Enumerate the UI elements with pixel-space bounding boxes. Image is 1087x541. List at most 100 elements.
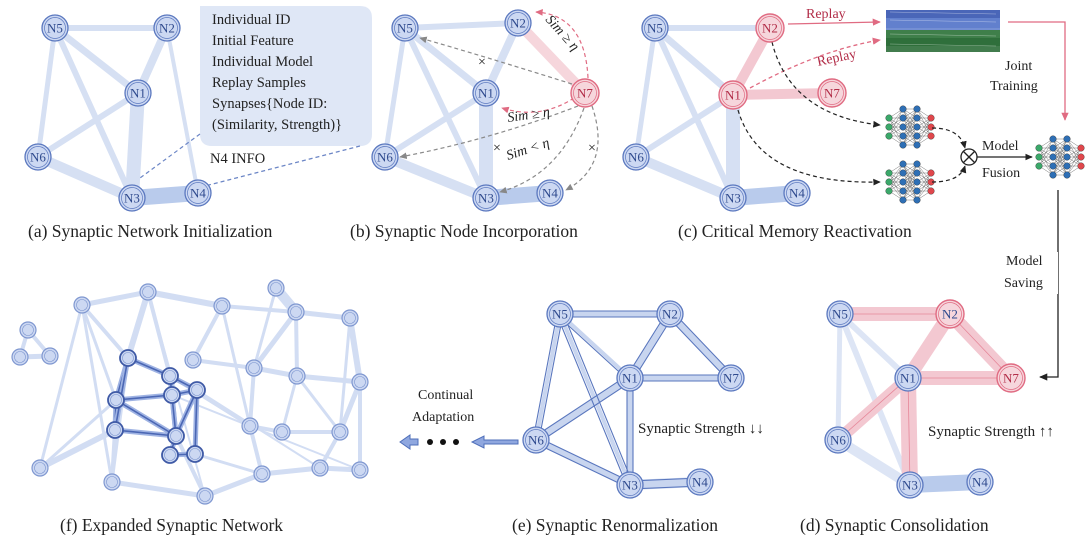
- node-a-n3: N3: [118, 184, 146, 212]
- cross-mark-1: ×: [478, 55, 486, 70]
- joint-training-1: Joint: [1005, 59, 1032, 74]
- node-b-n4: N4: [536, 179, 564, 207]
- panel-f-node: [241, 417, 259, 435]
- node-d-n1: N1: [894, 364, 922, 392]
- panel-f-node: [331, 423, 349, 441]
- node-b-n7: N7: [570, 78, 600, 108]
- node-a-n1: N1: [124, 79, 152, 107]
- info-line-1: Individual ID: [212, 12, 291, 28]
- svg-text:N3: N3: [124, 191, 140, 206]
- svg-text:N5: N5: [647, 21, 663, 36]
- node-c-n3: N3: [719, 184, 747, 212]
- node-c-n1: N1: [718, 80, 748, 110]
- svg-text:N7: N7: [723, 371, 739, 386]
- panel-f-node: [253, 465, 271, 483]
- node-a-n4: N4: [184, 179, 212, 207]
- svg-text:N7: N7: [1003, 371, 1019, 386]
- svg-text:N5: N5: [47, 21, 63, 36]
- caption-c: (c) Critical Memory Reactivation: [678, 221, 912, 241]
- strength-down-label: Synaptic Strength ↓↓: [638, 421, 764, 437]
- panel-f-node: [161, 367, 179, 385]
- caption-b: (b) Synaptic Node Incorporation: [350, 221, 578, 241]
- continual-adaptation-1: Continual: [418, 388, 473, 403]
- panel-f-node: [119, 349, 137, 367]
- svg-text:N6: N6: [30, 150, 46, 165]
- model-fusion-2: Fusion: [982, 166, 1020, 181]
- svg-text:N5: N5: [552, 307, 568, 322]
- replay-label-2: Replay: [816, 47, 858, 70]
- model-saving-1: Model: [1006, 254, 1043, 269]
- node-e-n3: N3: [616, 471, 644, 499]
- svg-text:N5: N5: [397, 21, 413, 36]
- node-d-n3: N3: [896, 471, 924, 499]
- panel-f-node: [267, 279, 285, 297]
- panel-b-rejected-links: [399, 36, 599, 194]
- svg-text:N6: N6: [628, 150, 644, 165]
- node-c-n5: N5: [641, 14, 669, 42]
- panel-f-node: [213, 297, 231, 315]
- caption-a: (a) Synaptic Network Initialization: [28, 221, 273, 241]
- panel-f-node: [245, 359, 263, 377]
- svg-text:N6: N6: [830, 433, 846, 448]
- panel-f-node: [188, 381, 206, 399]
- node-a-n2: N2: [153, 14, 181, 42]
- sim-lt-label: Sim < η: [505, 136, 552, 164]
- svg-text:N2: N2: [762, 21, 778, 36]
- svg-text:N7: N7: [577, 86, 593, 101]
- svg-text:N1: N1: [130, 86, 146, 101]
- svg-text:N6: N6: [528, 433, 544, 448]
- node-a-n6: N6: [24, 143, 52, 171]
- info-tag: N4 INFO: [210, 151, 265, 167]
- panel-f-node: [139, 283, 157, 301]
- node-d-n6: N6: [824, 426, 852, 454]
- panel-a: Individual ID Initial Feature Individual…: [24, 6, 372, 241]
- svg-text:N1: N1: [622, 371, 638, 386]
- joint-training-2: Training: [990, 79, 1038, 94]
- panel-e: N5 N2 N1 N7 N6 N3 N4 Synaptic Strength ↓…: [512, 300, 764, 535]
- panel-d-consolidated-edges: [832, 307, 1018, 493]
- panel-a-edges: [33, 24, 206, 206]
- panel-f-node: [273, 423, 291, 441]
- svg-text:N4: N4: [789, 186, 805, 201]
- node-c-n4: N4: [783, 179, 811, 207]
- panel-c: Replay Replay Joint Training: [622, 7, 1085, 241]
- panel-c-edges: [631, 24, 805, 206]
- caption-d: (d) Synaptic Consolidation: [800, 515, 989, 535]
- info-box: [200, 6, 372, 146]
- panel-f-node: [341, 309, 359, 327]
- info-line-2: Initial Feature: [212, 33, 294, 49]
- info-line-5: Synapses{Node ID:: [212, 96, 327, 112]
- model-network-2: [885, 160, 935, 204]
- model-network-1: [885, 105, 935, 149]
- panel-f-node: [163, 386, 181, 404]
- panel-b-accepted-links: [501, 9, 589, 114]
- panel-f-node: [31, 459, 49, 477]
- svg-text:N1: N1: [900, 371, 916, 386]
- fused-model-network: [1035, 135, 1085, 179]
- strength-up-label: Synaptic Strength ↑↑: [928, 424, 1054, 440]
- node-b-n1: N1: [472, 79, 500, 107]
- continual-adaptation-2: Adaptation: [412, 410, 474, 425]
- replay-label-1: Replay: [806, 7, 846, 22]
- info-line-4: Replay Samples: [212, 75, 306, 91]
- sim-ge-label-2: Sim ≥ η: [506, 105, 550, 126]
- node-e-n2: N2: [656, 300, 684, 328]
- node-e-n4: N4: [686, 468, 714, 496]
- node-b-n6: N6: [371, 143, 399, 171]
- node-d-n5: N5: [826, 300, 854, 328]
- svg-text:N3: N3: [902, 478, 918, 493]
- panel-b: × × × × Sim ≥ η Sim ≥ η Sim < η N5 N2 N1…: [350, 9, 600, 241]
- info-line-6: (Similarity, Strength)}: [212, 117, 342, 133]
- model-fusion-1: Model: [982, 139, 1019, 154]
- caption-f: (f) Expanded Synaptic Network: [60, 515, 283, 535]
- continual-adaptation-flow: Continual Adaptation: [399, 388, 519, 450]
- svg-text:N3: N3: [622, 478, 638, 493]
- node-c-n7: N7: [817, 78, 847, 108]
- node-d-n2: N2: [935, 299, 965, 329]
- svg-text:N7: N7: [824, 86, 840, 101]
- replay-samples: [886, 10, 1000, 52]
- node-b-n2: N2: [504, 9, 532, 37]
- svg-text:N2: N2: [942, 307, 958, 322]
- fusion-operator: [960, 148, 978, 166]
